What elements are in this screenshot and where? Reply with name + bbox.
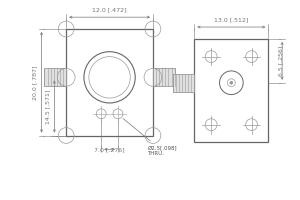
Bar — [44, 68, 66, 86]
Text: 12.0 [.472]: 12.0 [.472] — [92, 7, 127, 12]
Circle shape — [230, 81, 233, 84]
Bar — [173, 74, 194, 92]
Bar — [194, 39, 268, 142]
Bar — [153, 68, 175, 86]
Bar — [66, 29, 153, 136]
Text: Ø2.5[.098]
THRU.: Ø2.5[.098] THRU. — [123, 119, 177, 156]
Text: 7.0 [.276]: 7.0 [.276] — [94, 147, 125, 152]
Text: 13.0 [.512]: 13.0 [.512] — [214, 17, 248, 22]
Text: 20.0 [.787]: 20.0 [.787] — [33, 65, 38, 99]
Text: 14.5 [.571]: 14.5 [.571] — [45, 89, 50, 124]
Text: 6.5 [.256]: 6.5 [.256] — [278, 46, 283, 76]
